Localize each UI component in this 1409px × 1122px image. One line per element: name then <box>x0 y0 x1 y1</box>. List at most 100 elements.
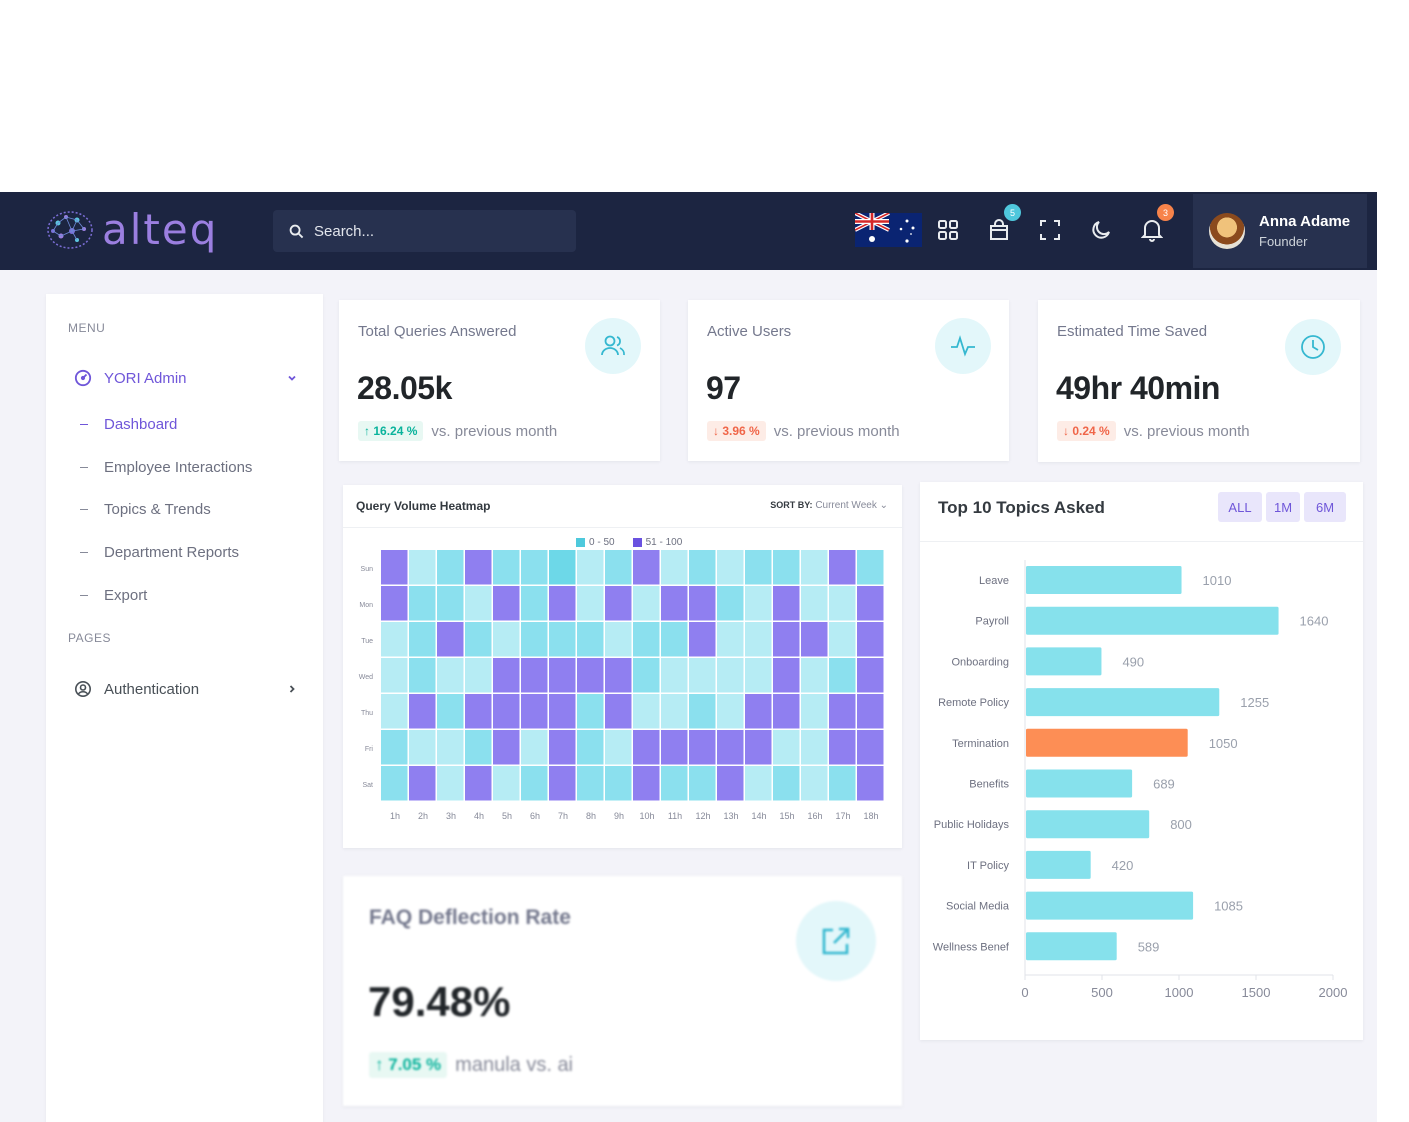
bar[interactable] <box>1026 810 1150 839</box>
heatmap-cell[interactable] <box>717 658 744 693</box>
heatmap-cell[interactable] <box>857 622 884 657</box>
bar[interactable] <box>1026 688 1220 717</box>
heatmap-cell[interactable] <box>773 730 800 765</box>
heatmap-cell[interactable] <box>801 622 828 657</box>
heatmap-cell[interactable] <box>521 658 548 693</box>
heatmap-cell[interactable] <box>689 622 716 657</box>
legend-item[interactable]: 0 - 50 <box>576 537 615 548</box>
heatmap-cell[interactable] <box>437 694 464 729</box>
filter-6m-button[interactable]: 6M <box>1304 492 1346 522</box>
heatmap-cell[interactable] <box>381 730 408 765</box>
sidebar-item-dashboard[interactable]: Dashboard <box>80 412 177 436</box>
heatmap-cell[interactable] <box>857 550 884 585</box>
heatmap-cell[interactable] <box>661 622 688 657</box>
brand-logo[interactable]: alteq <box>44 204 218 256</box>
heatmap-cell[interactable] <box>409 766 436 801</box>
heatmap-cell[interactable] <box>689 586 716 621</box>
heatmap-cell[interactable] <box>829 622 856 657</box>
heatmap-cell[interactable] <box>493 658 520 693</box>
heatmap-cell[interactable] <box>717 550 744 585</box>
heatmap-cell[interactable] <box>577 622 604 657</box>
sidebar-item-employee-interactions[interactable]: Employee Interactions <box>80 455 252 479</box>
heatmap-cell[interactable] <box>549 550 576 585</box>
heatmap-cell[interactable] <box>605 730 632 765</box>
heatmap-cell[interactable] <box>717 622 744 657</box>
heatmap-cell[interactable] <box>577 586 604 621</box>
heatmap-cell[interactable] <box>577 730 604 765</box>
heatmap-cell[interactable] <box>465 766 492 801</box>
heatmap-cell[interactable] <box>605 622 632 657</box>
heatmap-cell[interactable] <box>689 550 716 585</box>
heatmap-cell[interactable] <box>521 550 548 585</box>
search-input[interactable] <box>314 222 554 240</box>
bar[interactable] <box>1026 728 1188 757</box>
heatmap-cell[interactable] <box>493 694 520 729</box>
heatmap-cell[interactable] <box>605 586 632 621</box>
sort-dropdown[interactable]: SORT BY: Current Week ⌄ <box>770 500 888 511</box>
bar[interactable] <box>1026 932 1117 961</box>
heatmap-cell[interactable] <box>549 622 576 657</box>
heatmap-cell[interactable] <box>437 550 464 585</box>
heatmap-cell[interactable] <box>381 586 408 621</box>
sidebar-item-yori-admin[interactable]: YORI Admin <box>74 364 304 392</box>
heatmap-cell[interactable] <box>801 586 828 621</box>
heatmap-cell[interactable] <box>577 658 604 693</box>
heatmap-cell[interactable] <box>437 658 464 693</box>
heatmap-cell[interactable] <box>521 586 548 621</box>
legend-item[interactable]: 51 - 100 <box>632 537 682 548</box>
bell-icon[interactable]: 3 <box>1138 204 1174 246</box>
heatmap-cell[interactable] <box>521 622 548 657</box>
sidebar-item-department-reports[interactable]: Department Reports <box>80 540 239 564</box>
heatmap-cell[interactable] <box>465 694 492 729</box>
heatmap-cell[interactable] <box>633 622 660 657</box>
heatmap-cell[interactable] <box>745 730 772 765</box>
heatmap-cell[interactable] <box>745 658 772 693</box>
heatmap-cell[interactable] <box>857 586 884 621</box>
heatmap-cell[interactable] <box>661 586 688 621</box>
filter-all-button[interactable]: ALL <box>1218 492 1262 522</box>
heatmap-cell[interactable] <box>829 694 856 729</box>
heatmap-cell[interactable] <box>829 550 856 585</box>
sidebar-item-authentication[interactable]: Authentication <box>74 675 304 703</box>
heatmap-cell[interactable] <box>521 766 548 801</box>
heatmap-cell[interactable] <box>577 766 604 801</box>
heatmap-cell[interactable] <box>465 658 492 693</box>
heatmap-cell[interactable] <box>549 730 576 765</box>
heatmap-cell[interactable] <box>493 766 520 801</box>
heatmap-cell[interactable] <box>773 766 800 801</box>
heatmap-cell[interactable] <box>801 658 828 693</box>
heatmap-cell[interactable] <box>689 730 716 765</box>
heatmap-cell[interactable] <box>437 586 464 621</box>
heatmap-cell[interactable] <box>605 550 632 585</box>
heatmap-cell[interactable] <box>829 766 856 801</box>
heatmap-cell[interactable] <box>801 694 828 729</box>
heatmap-cell[interactable] <box>381 658 408 693</box>
heatmap-cell[interactable] <box>633 766 660 801</box>
heatmap-cell[interactable] <box>605 766 632 801</box>
heatmap-cell[interactable] <box>661 550 688 585</box>
heatmap-cell[interactable] <box>605 694 632 729</box>
heatmap-cell[interactable] <box>465 622 492 657</box>
heatmap-cell[interactable] <box>857 730 884 765</box>
heatmap-cell[interactable] <box>717 766 744 801</box>
heatmap-cell[interactable] <box>633 550 660 585</box>
heatmap-cell[interactable] <box>661 658 688 693</box>
shopping-bag-icon[interactable]: 5 <box>985 204 1021 246</box>
heatmap-cell[interactable] <box>409 622 436 657</box>
fullscreen-icon[interactable] <box>1036 214 1064 246</box>
heatmap-cell[interactable] <box>549 766 576 801</box>
bar[interactable] <box>1026 606 1279 635</box>
heatmap-cell[interactable] <box>801 730 828 765</box>
heatmap-cell[interactable] <box>633 694 660 729</box>
heatmap-cell[interactable] <box>633 586 660 621</box>
heatmap-cell[interactable] <box>745 622 772 657</box>
bar[interactable] <box>1026 850 1091 879</box>
filter-1m-button[interactable]: 1M <box>1266 492 1300 522</box>
heatmap-cell[interactable] <box>717 586 744 621</box>
heatmap-cell[interactable] <box>437 730 464 765</box>
heatmap-cell[interactable] <box>605 658 632 693</box>
heatmap-cell[interactable] <box>493 730 520 765</box>
heatmap-cell[interactable] <box>521 694 548 729</box>
heatmap-cell[interactable] <box>689 766 716 801</box>
bar[interactable] <box>1026 566 1182 594</box>
